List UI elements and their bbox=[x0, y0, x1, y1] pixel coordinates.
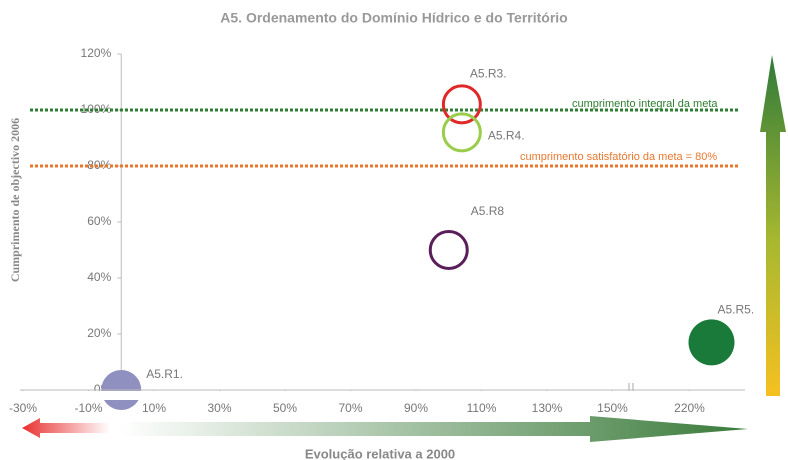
x-tick-label: 50% bbox=[273, 401, 297, 415]
right-arrow bbox=[120, 416, 748, 442]
x-tick-label: 130% bbox=[532, 401, 563, 415]
x-tick-label: -30% bbox=[9, 401, 37, 415]
y-tick-label: 60% bbox=[87, 214, 111, 228]
point-label: A5.R4. bbox=[488, 129, 525, 143]
left-arrow bbox=[22, 418, 110, 438]
bubble bbox=[441, 112, 482, 153]
point-label: A5.R8 bbox=[471, 204, 505, 218]
y-tick-label: 80% bbox=[87, 158, 111, 172]
x-tick-label: 30% bbox=[207, 401, 231, 415]
bubble bbox=[688, 319, 735, 366]
y-axis-label: Cumprimento de objectivo 2006 bbox=[8, 118, 22, 282]
x-tick-label: -10% bbox=[74, 401, 102, 415]
axis-mask bbox=[0, 391, 745, 400]
x-axis-label: Evolução relativa a 2000 bbox=[305, 446, 455, 460]
x-tick-label: 90% bbox=[404, 401, 428, 415]
x-tick-label: 10% bbox=[142, 401, 166, 415]
bubble bbox=[441, 84, 482, 125]
axis-break bbox=[629, 383, 633, 393]
y-tick-label: 20% bbox=[87, 326, 111, 340]
point-label: A5.R3. bbox=[470, 67, 507, 81]
x-tick-label: 70% bbox=[338, 401, 362, 415]
bubble bbox=[428, 230, 469, 270]
vertical-arrow bbox=[760, 55, 786, 396]
y-tick-label: 120% bbox=[81, 46, 112, 60]
reference-label: cumprimento integral da meta bbox=[572, 98, 718, 110]
chart-title: A5. Ordenamento do Domínio Hídrico e do … bbox=[220, 10, 567, 26]
y-tick-label: 40% bbox=[87, 270, 111, 284]
x-tick-label: 220% bbox=[674, 401, 705, 415]
reference-label: cumprimento satisfatório da meta = 80% bbox=[520, 151, 717, 163]
point-label: A5.R1. bbox=[146, 367, 183, 381]
x-tick-label: 150% bbox=[597, 401, 628, 415]
point-label: A5.R5. bbox=[718, 303, 755, 317]
x-tick-label: 110% bbox=[467, 401, 497, 415]
